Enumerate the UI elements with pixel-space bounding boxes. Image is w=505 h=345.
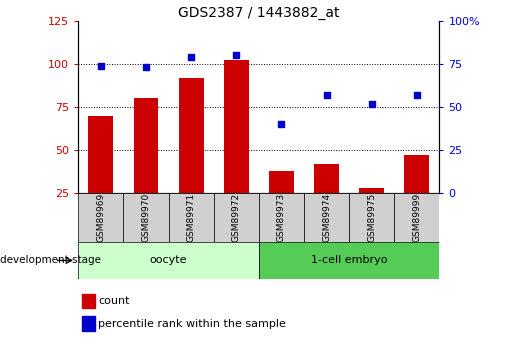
Bar: [405, 155, 429, 193]
Bar: [179, 78, 204, 193]
Bar: [269, 171, 294, 193]
Text: 1-cell embryo: 1-cell embryo: [311, 256, 387, 265]
Bar: [214, 193, 259, 242]
Text: GSM89972: GSM89972: [232, 193, 241, 242]
Text: GSM89971: GSM89971: [187, 193, 195, 242]
Bar: [394, 193, 439, 242]
Bar: [82, 316, 94, 331]
Bar: [123, 193, 169, 242]
Text: GSM89974: GSM89974: [322, 193, 331, 242]
Bar: [78, 193, 123, 242]
Title: GDS2387 / 1443882_at: GDS2387 / 1443882_at: [178, 6, 339, 20]
Point: [187, 54, 195, 60]
Text: oocyte: oocyte: [150, 256, 187, 265]
Point: [142, 65, 150, 70]
Bar: [82, 294, 94, 308]
Point: [413, 92, 421, 98]
Text: percentile rank within the sample: percentile rank within the sample: [98, 318, 286, 328]
Text: development stage: development stage: [0, 256, 101, 265]
Point: [232, 52, 240, 58]
Text: GSM89973: GSM89973: [277, 193, 286, 242]
Point: [323, 92, 331, 98]
Text: GSM89975: GSM89975: [367, 193, 376, 242]
Text: GSM89969: GSM89969: [96, 193, 106, 242]
Bar: [259, 241, 439, 279]
Bar: [224, 60, 248, 193]
Bar: [88, 116, 113, 193]
Bar: [304, 193, 349, 242]
Point: [368, 101, 376, 106]
Bar: [169, 193, 214, 242]
Bar: [133, 98, 159, 193]
Text: GSM89970: GSM89970: [141, 193, 150, 242]
Bar: [259, 193, 304, 242]
Bar: [349, 193, 394, 242]
Bar: [359, 188, 384, 193]
Text: GSM89999: GSM89999: [412, 193, 421, 242]
Bar: [78, 241, 259, 279]
Point: [97, 63, 105, 68]
Bar: [314, 164, 339, 193]
Text: count: count: [98, 296, 130, 306]
Point: [277, 121, 285, 127]
